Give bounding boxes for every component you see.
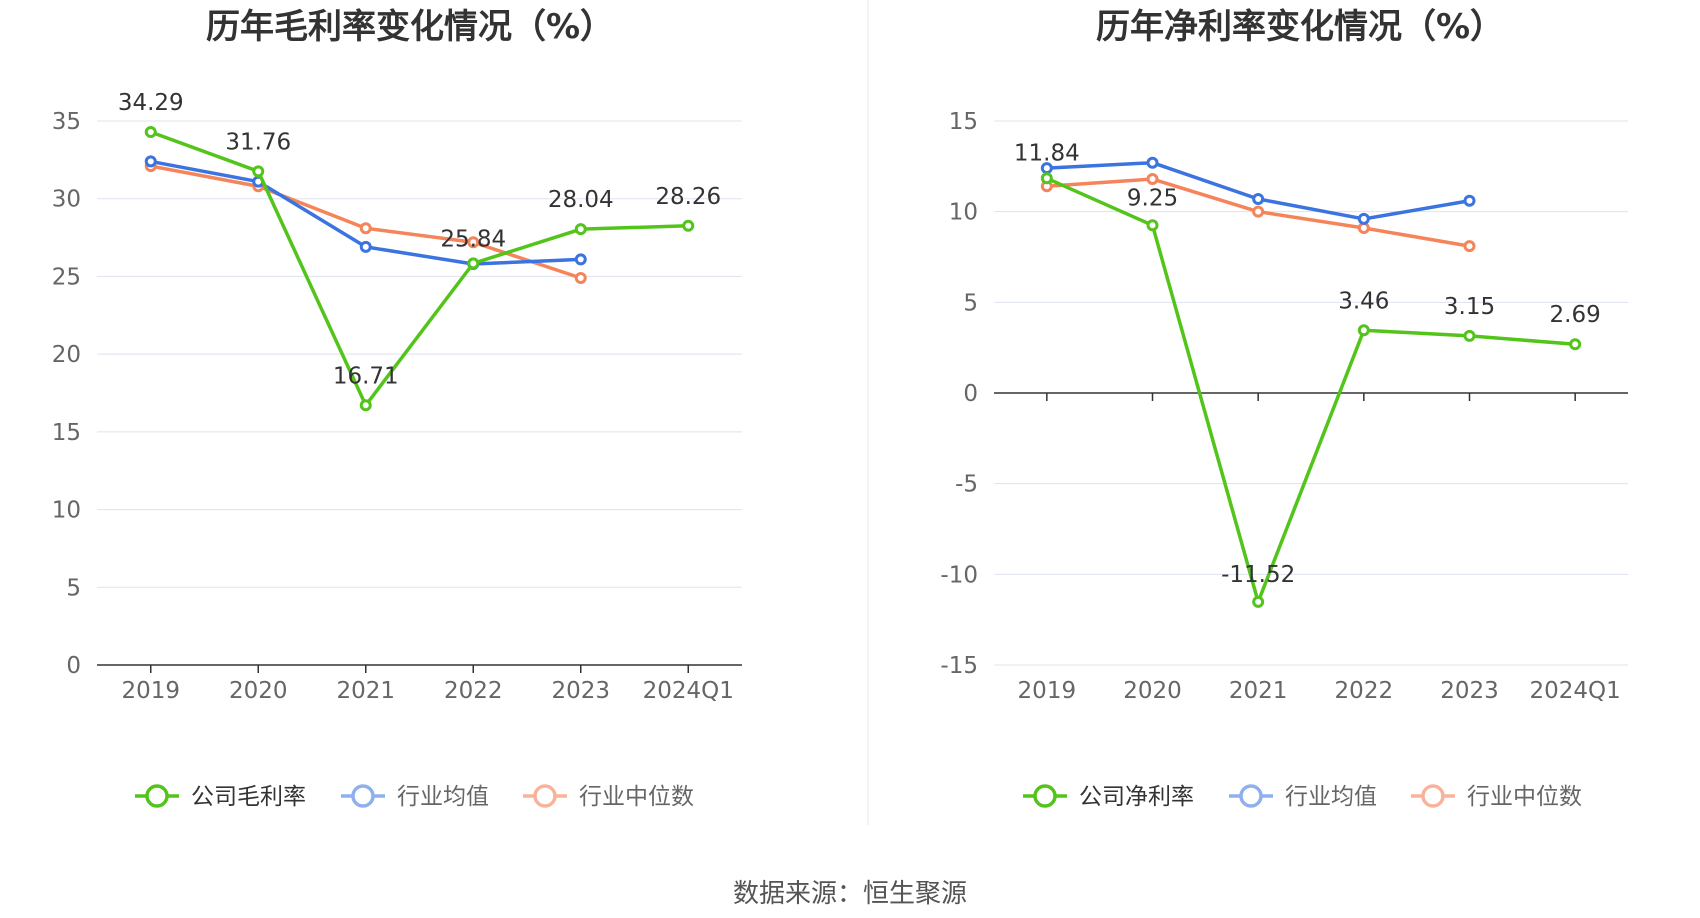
y-tick-label: 5	[66, 575, 81, 601]
data-label: 3.46	[1338, 288, 1389, 314]
data-point	[1146, 156, 1159, 169]
y-tick-label: 20	[52, 342, 81, 368]
x-tick-label: 2022	[1335, 678, 1394, 704]
y-tick-label: 5	[963, 290, 978, 316]
data-label: 3.15	[1444, 294, 1495, 320]
data-point	[1040, 172, 1053, 185]
net-margin-chart: 历年净利率变化情况（%） -15 -10 -5 0 5 10 15 2019 2020 2021 20…	[940, 7, 1628, 810]
legend-label: 行业均值	[1285, 784, 1377, 810]
data-point	[1463, 329, 1476, 342]
legend-label: 行业均值	[397, 784, 489, 810]
legend-item[interactable]: 公司毛利率	[135, 784, 306, 810]
x-tick-label: 2021	[336, 678, 395, 704]
data-point	[1146, 173, 1159, 186]
legend-item[interactable]: 行业均值	[341, 784, 489, 810]
legend-label: 行业中位数	[579, 784, 694, 810]
data-point	[574, 271, 587, 284]
x-tick-label: 2021	[1229, 678, 1288, 704]
chart-title: 历年毛利率变化情况（%）	[206, 7, 614, 47]
y-tick-label: 0	[66, 653, 81, 679]
y-tick-label: 0	[963, 381, 978, 407]
data-point	[574, 223, 587, 236]
data-point	[682, 219, 695, 232]
x-tick-label: 2020	[1123, 678, 1182, 704]
data-label: 11.84	[1014, 140, 1080, 166]
legend-marker-icon	[533, 784, 557, 808]
data-point	[359, 222, 372, 235]
data-label: 16.71	[333, 363, 399, 389]
data-point	[1357, 212, 1370, 225]
gross-margin-chart: 历年毛利率变化情况（%） 0 5 10 15 20 25 30 35 2019 2020 2021 20…	[52, 7, 742, 810]
legend-marker-icon	[145, 784, 169, 808]
data-label: 34.29	[118, 90, 184, 116]
data-point	[1146, 219, 1159, 232]
data-label: 2.69	[1550, 302, 1601, 328]
legend-item[interactable]: 行业中位数	[1411, 784, 1582, 810]
x-tick-label: 2023	[551, 678, 610, 704]
x-tick-label: 2019	[121, 678, 180, 704]
y-tick-label: 10	[949, 200, 978, 226]
data-source-label: 数据来源：恒生聚源	[733, 879, 967, 909]
legend-label: 公司毛利率	[191, 784, 306, 810]
data-label: -11.52	[1221, 562, 1295, 588]
series-line	[150, 130, 689, 408]
data-label: 31.76	[225, 129, 291, 155]
legend-label: 行业中位数	[1467, 784, 1582, 810]
y-tick-label: 15	[52, 420, 81, 446]
data-point	[144, 155, 157, 168]
x-tick-label: 2024Q1	[643, 678, 734, 704]
legend-marker-icon	[1239, 784, 1263, 808]
data-point	[359, 399, 372, 412]
data-label: 28.04	[548, 187, 614, 213]
data-point	[1463, 240, 1476, 253]
series-line	[1046, 176, 1576, 604]
legend-item[interactable]: 行业中位数	[523, 784, 694, 810]
data-point	[574, 253, 587, 266]
x-tick-label: 2020	[229, 678, 288, 704]
x-tick-label: 2024Q1	[1530, 678, 1621, 704]
x-tick-label: 2022	[444, 678, 503, 704]
data-point	[467, 257, 480, 270]
y-tick-label: -10	[940, 562, 978, 588]
data-label: 25.84	[440, 226, 506, 252]
data-point	[467, 236, 480, 249]
chart-title: 历年净利率变化情况（%）	[1096, 7, 1504, 47]
legend-marker-icon	[1033, 784, 1057, 808]
legend-marker-icon	[351, 784, 375, 808]
data-point	[1357, 324, 1370, 337]
data-point	[1252, 595, 1265, 608]
data-point	[1252, 192, 1265, 205]
data-label: 28.26	[655, 184, 721, 210]
legend-marker-icon	[1421, 784, 1445, 808]
legend-item[interactable]: 行业均值	[1229, 784, 1377, 810]
y-tick-label: -5	[955, 472, 978, 498]
y-tick-label: 25	[52, 264, 81, 290]
y-tick-label: 10	[52, 498, 81, 524]
legend-label: 公司净利率	[1079, 784, 1194, 810]
x-tick-label: 2019	[1018, 678, 1077, 704]
data-point	[1569, 338, 1582, 351]
data-point	[1463, 194, 1476, 207]
data-point	[144, 126, 157, 139]
y-tick-label: 15	[949, 109, 978, 135]
y-tick-label: 30	[52, 187, 81, 213]
x-tick-label: 2023	[1440, 678, 1499, 704]
data-label: 9.25	[1127, 185, 1178, 211]
legend-item[interactable]: 公司净利率	[1023, 784, 1194, 810]
data-point	[1252, 205, 1265, 218]
data-point	[359, 240, 372, 253]
y-tick-label: 35	[52, 109, 81, 135]
y-tick-label: -15	[940, 653, 978, 679]
data-point	[252, 165, 265, 178]
